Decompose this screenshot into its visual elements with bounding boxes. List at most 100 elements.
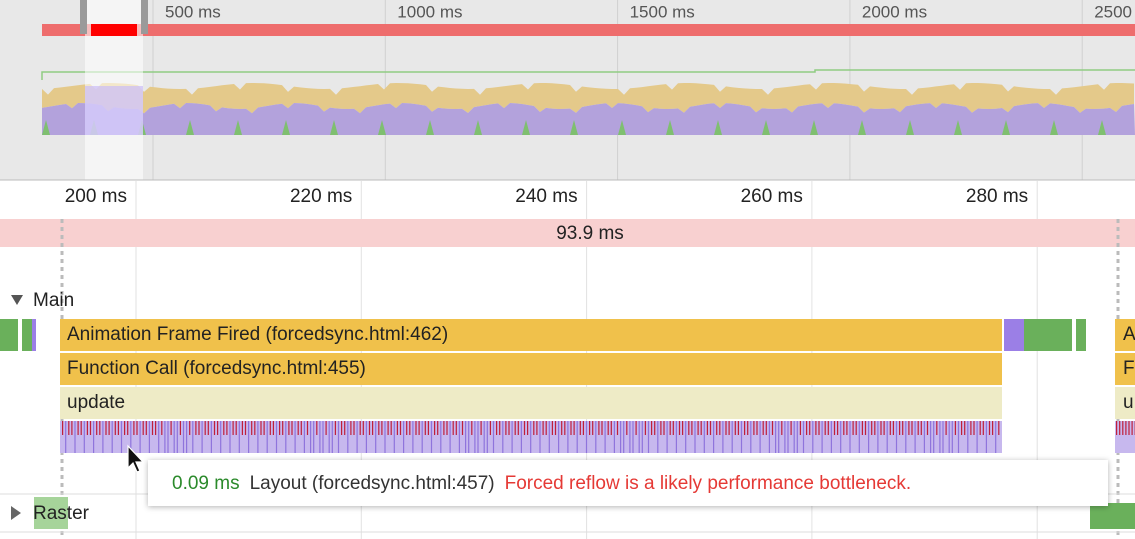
forced-layout-event[interactable] bbox=[576, 421, 578, 453]
forced-layout-event[interactable] bbox=[489, 421, 491, 435]
event-block[interactable] bbox=[32, 319, 36, 351]
event-bar[interactable] bbox=[60, 353, 1002, 385]
forced-layout-event[interactable] bbox=[585, 421, 588, 453]
forced-layout-event[interactable] bbox=[182, 421, 185, 453]
forced-layout-event[interactable] bbox=[592, 421, 594, 435]
forced-layout-event[interactable] bbox=[691, 421, 693, 435]
forced-layout-event[interactable] bbox=[784, 421, 786, 453]
forced-layout-event[interactable] bbox=[982, 421, 984, 435]
event-bar[interactable] bbox=[1115, 319, 1135, 351]
forced-layout-event[interactable] bbox=[282, 421, 284, 435]
forced-layout-event[interactable] bbox=[629, 421, 631, 453]
forced-layout-event[interactable] bbox=[210, 421, 212, 453]
forced-layout-event[interactable] bbox=[620, 421, 622, 453]
forced-layout-event[interactable] bbox=[294, 421, 296, 453]
forced-layout-event[interactable] bbox=[877, 421, 879, 453]
forced-layout-event[interactable] bbox=[350, 421, 352, 435]
forced-layout-event[interactable] bbox=[458, 421, 460, 453]
forced-layout-event[interactable] bbox=[908, 421, 910, 435]
forced-layout-event[interactable] bbox=[728, 421, 730, 435]
forced-layout-event[interactable] bbox=[133, 421, 135, 435]
forced-layout-event[interactable] bbox=[672, 421, 674, 435]
forced-layout-event[interactable] bbox=[334, 421, 336, 435]
expand-arrow[interactable] bbox=[11, 295, 23, 305]
forced-layout-event[interactable] bbox=[120, 421, 123, 453]
forced-layout-event[interactable] bbox=[837, 421, 839, 435]
forced-layout-event[interactable] bbox=[393, 421, 395, 453]
forced-layout-event[interactable] bbox=[793, 421, 795, 453]
forced-layout-event[interactable] bbox=[651, 421, 653, 435]
forced-layout-event[interactable] bbox=[703, 421, 705, 453]
forced-layout-event[interactable] bbox=[852, 421, 854, 435]
forced-layout-event[interactable] bbox=[889, 421, 891, 435]
forced-layout-event[interactable] bbox=[874, 421, 876, 435]
forced-layout-event[interactable] bbox=[151, 421, 154, 435]
forced-layout-event[interactable] bbox=[427, 421, 429, 435]
forced-layout-event[interactable] bbox=[248, 421, 250, 453]
forced-layout-event[interactable] bbox=[719, 421, 721, 435]
forced-layout-event[interactable] bbox=[542, 421, 544, 435]
forced-layout-event[interactable] bbox=[886, 421, 888, 453]
forced-layout-event[interactable] bbox=[523, 421, 526, 435]
forced-layout-event[interactable] bbox=[390, 421, 392, 435]
forced-layout-event[interactable] bbox=[759, 421, 761, 453]
forced-layout-event[interactable] bbox=[561, 421, 563, 435]
forced-layout-event[interactable] bbox=[195, 421, 197, 435]
forced-layout-event[interactable] bbox=[675, 421, 677, 453]
forced-layout-event[interactable] bbox=[468, 421, 470, 453]
forced-layout-event[interactable] bbox=[325, 421, 327, 435]
forced-layout-event[interactable] bbox=[328, 421, 330, 453]
forced-layout-event[interactable] bbox=[570, 421, 572, 435]
forced-layout-event[interactable] bbox=[93, 421, 95, 453]
forced-layout-event[interactable] bbox=[988, 421, 991, 435]
forced-layout-event[interactable] bbox=[706, 421, 708, 435]
left-handle[interactable] bbox=[80, 0, 87, 34]
forced-layout-event[interactable] bbox=[694, 421, 696, 453]
forced-layout-event[interactable] bbox=[744, 421, 746, 435]
forced-layout-event[interactable] bbox=[89, 421, 92, 435]
forced-layout-event[interactable] bbox=[669, 421, 671, 435]
forced-layout-event[interactable] bbox=[970, 421, 972, 435]
forced-layout-event[interactable] bbox=[812, 421, 814, 453]
forced-layout-event[interactable] bbox=[771, 421, 774, 435]
forced-layout-event[interactable] bbox=[102, 421, 104, 453]
forced-layout-event[interactable] bbox=[424, 421, 426, 435]
forced-layout-event[interactable] bbox=[341, 421, 343, 435]
forced-layout-event[interactable] bbox=[796, 421, 798, 453]
forced-layout-event[interactable] bbox=[787, 421, 789, 453]
forced-layout-event[interactable] bbox=[117, 421, 119, 435]
forced-layout-event[interactable] bbox=[105, 421, 107, 435]
forced-layout-event[interactable] bbox=[833, 421, 836, 435]
forced-layout-event[interactable] bbox=[269, 421, 271, 435]
forced-layout-event[interactable] bbox=[799, 421, 801, 435]
forced-layout-event[interactable] bbox=[697, 421, 699, 435]
forced-layout-event[interactable] bbox=[68, 421, 70, 435]
event-bar[interactable] bbox=[1115, 387, 1135, 419]
forced-layout-event[interactable] bbox=[337, 421, 340, 453]
forced-layout-event[interactable] bbox=[768, 421, 770, 453]
forced-layout-event[interactable] bbox=[455, 421, 457, 435]
forced-layout-event[interactable] bbox=[579, 421, 581, 435]
forced-layout-event[interactable] bbox=[713, 421, 715, 453]
forced-layout-event[interactable] bbox=[173, 421, 175, 453]
forced-layout-event[interactable] bbox=[765, 421, 767, 435]
forced-layout-event[interactable] bbox=[951, 421, 953, 453]
forced-layout-event[interactable] bbox=[533, 421, 535, 435]
forced-layout-event[interactable] bbox=[709, 421, 712, 435]
raster-block[interactable] bbox=[1090, 503, 1135, 529]
forced-layout-event[interactable] bbox=[647, 421, 650, 453]
forced-layout-event[interactable] bbox=[936, 421, 938, 435]
forced-layout-event[interactable] bbox=[145, 421, 147, 435]
forced-layout-event[interactable] bbox=[682, 421, 684, 435]
forced-layout-event[interactable] bbox=[303, 421, 305, 453]
forced-layout-event[interactable] bbox=[384, 421, 386, 453]
forced-layout-event[interactable] bbox=[660, 421, 662, 435]
forced-layout-event[interactable] bbox=[976, 421, 978, 453]
forced-layout-event[interactable] bbox=[582, 421, 584, 435]
forced-layout-event[interactable] bbox=[275, 421, 278, 453]
forced-layout-event[interactable] bbox=[595, 421, 597, 453]
forced-layout-event[interactable] bbox=[381, 421, 383, 435]
frame-bar[interactable] bbox=[0, 219, 1135, 247]
forced-layout-event[interactable] bbox=[114, 421, 116, 435]
forced-layout-event[interactable] bbox=[964, 421, 966, 435]
